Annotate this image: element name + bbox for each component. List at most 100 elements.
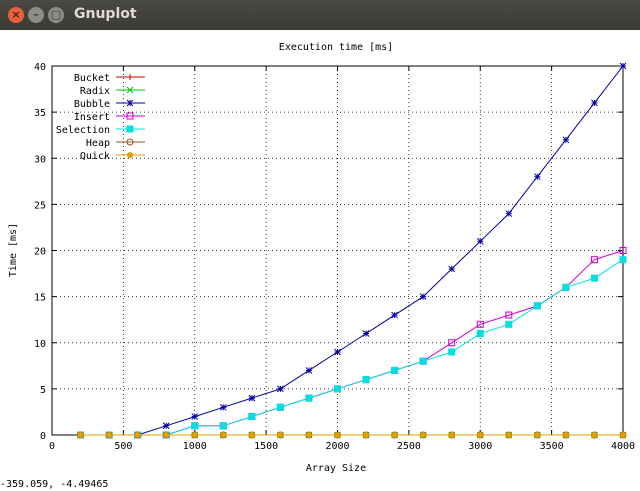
close-window-button[interactable]: × bbox=[8, 7, 24, 23]
series-bubble bbox=[77, 62, 627, 439]
x-tick-label: 3000 bbox=[468, 441, 492, 452]
legend-label-radix: Radix bbox=[80, 86, 110, 97]
data-point-bubble bbox=[505, 210, 513, 217]
data-point-selection bbox=[219, 422, 227, 430]
data-point-selection bbox=[305, 394, 313, 402]
data-point-quick bbox=[620, 432, 626, 438]
data-point-quick bbox=[591, 432, 598, 438]
legend-label-bucket: Bucket bbox=[74, 73, 110, 84]
series-quick bbox=[77, 432, 626, 438]
axis-ticks: 0 500 1000 1500 2000 2500 3000 3500 4000 0 5 10 15 20… bbox=[34, 62, 635, 452]
data-point-bubble bbox=[619, 62, 627, 70]
data-point-quick bbox=[534, 432, 541, 438]
data-point-bubble bbox=[362, 330, 370, 337]
data-point-bubble bbox=[476, 237, 484, 245]
y-tick-label: 35 bbox=[34, 108, 46, 119]
legend-item-bucket: Bucket bbox=[74, 73, 145, 84]
data-point-quick bbox=[477, 432, 484, 438]
data-point-quick bbox=[77, 432, 84, 438]
data-point-bubble bbox=[448, 265, 456, 273]
window-title: Gnuplot bbox=[74, 6, 137, 22]
legend-marker-heap bbox=[126, 138, 134, 146]
legend-label-bubble: Bubble bbox=[74, 99, 110, 110]
y-tick-label: 25 bbox=[34, 200, 46, 211]
legend-marker-insert bbox=[126, 112, 134, 120]
minimize-window-button[interactable]: – bbox=[28, 7, 44, 23]
data-point-selection bbox=[334, 385, 341, 393]
data-point-insert bbox=[476, 320, 484, 328]
data-point-quick bbox=[505, 432, 512, 438]
y-tick-label: 10 bbox=[34, 339, 46, 350]
data-point-quick bbox=[448, 432, 455, 438]
data-point-insert bbox=[448, 339, 456, 347]
data-point-selection bbox=[276, 403, 284, 411]
data-point-quick bbox=[163, 432, 170, 438]
data-point-quick bbox=[106, 432, 113, 438]
data-point-insert bbox=[590, 256, 598, 264]
legend-marker-selection bbox=[126, 125, 134, 133]
data-point-bubble bbox=[277, 385, 284, 393]
data-point-selection bbox=[448, 348, 456, 356]
y-axis-label: Time [ms] bbox=[8, 223, 19, 277]
data-point-quick bbox=[191, 432, 198, 438]
data-point-quick bbox=[134, 432, 141, 438]
data-point-selection bbox=[562, 283, 570, 291]
legend-marker-bubble bbox=[126, 99, 134, 107]
legend-marker-radix bbox=[126, 86, 134, 94]
legend: Bucket Radix Bubble Insert Selection Heap Quic… bbox=[56, 73, 145, 162]
legend-item-insert: Insert bbox=[74, 112, 145, 123]
y-tick-label: 5 bbox=[40, 385, 46, 396]
mouse-coordinates-readout: -359.059, -4.49465 bbox=[0, 479, 109, 490]
plot-canvas[interactable]: 0 500 1000 1500 2000 2500 3000 3500 4000 0 5 10 15 20… bbox=[0, 30, 640, 478]
window-titlebar: × – □ Gnuplot bbox=[0, 0, 640, 30]
data-point-bubble bbox=[334, 348, 341, 356]
legend-marker-bucket bbox=[127, 74, 133, 80]
data-point-quick bbox=[305, 432, 312, 438]
data-point-quick bbox=[420, 432, 427, 438]
series-selection bbox=[77, 256, 627, 439]
data-point-quick bbox=[562, 432, 569, 438]
maximize-window-button[interactable]: □ bbox=[48, 7, 64, 23]
legend-label-quick: Quick bbox=[80, 151, 110, 162]
data-point-insert bbox=[505, 311, 513, 319]
data-point-insert bbox=[619, 247, 627, 254]
legend-label-selection: Selection bbox=[56, 125, 110, 136]
chart-title: Execution time [ms] bbox=[279, 42, 393, 53]
x-tick-label: 1000 bbox=[183, 441, 207, 452]
data-point-selection bbox=[248, 413, 256, 421]
data-point-quick bbox=[334, 432, 341, 438]
x-tick-label: 3500 bbox=[540, 441, 564, 452]
x-tick-label: 2000 bbox=[325, 441, 349, 452]
data-point-bubble bbox=[562, 136, 570, 144]
line-chart[interactable]: 0 500 1000 1500 2000 2500 3000 3500 4000 0 5 10 15 20… bbox=[0, 30, 640, 478]
data-point-bubble bbox=[419, 293, 427, 300]
grid-lines bbox=[52, 66, 623, 435]
y-tick-label: 30 bbox=[34, 154, 46, 165]
data-point-quick bbox=[363, 432, 370, 438]
legend-item-selection: Selection bbox=[56, 125, 145, 136]
data-point-quick bbox=[220, 432, 227, 438]
legend-item-radix: Radix bbox=[80, 86, 145, 97]
data-point-selection bbox=[362, 376, 370, 384]
legend-label-heap: Heap bbox=[86, 138, 110, 149]
data-point-bubble bbox=[391, 311, 398, 319]
x-tick-label: 500 bbox=[114, 441, 132, 452]
legend-marker-quick bbox=[127, 152, 133, 158]
series-line-selection bbox=[80, 259, 624, 436]
legend-item-heap: Heap bbox=[86, 138, 145, 149]
data-point-selection bbox=[419, 357, 427, 365]
legend-item-quick: Quick bbox=[80, 151, 145, 162]
data-point-bubble bbox=[533, 173, 541, 181]
data-point-selection bbox=[505, 320, 513, 328]
y-tick-label: 40 bbox=[34, 62, 46, 73]
data-point-selection bbox=[476, 330, 484, 338]
y-tick-label: 15 bbox=[34, 293, 46, 304]
data-point-bubble bbox=[591, 99, 598, 107]
series-group bbox=[77, 62, 627, 439]
series-line-bubble bbox=[80, 65, 624, 436]
status-bar: -359.059, -4.49465 bbox=[0, 478, 640, 491]
x-axis-label: Array Size bbox=[306, 463, 366, 474]
legend-item-bubble: Bubble bbox=[74, 99, 145, 110]
data-point-quick bbox=[248, 432, 255, 438]
y-tick-label: 0 bbox=[40, 431, 46, 442]
